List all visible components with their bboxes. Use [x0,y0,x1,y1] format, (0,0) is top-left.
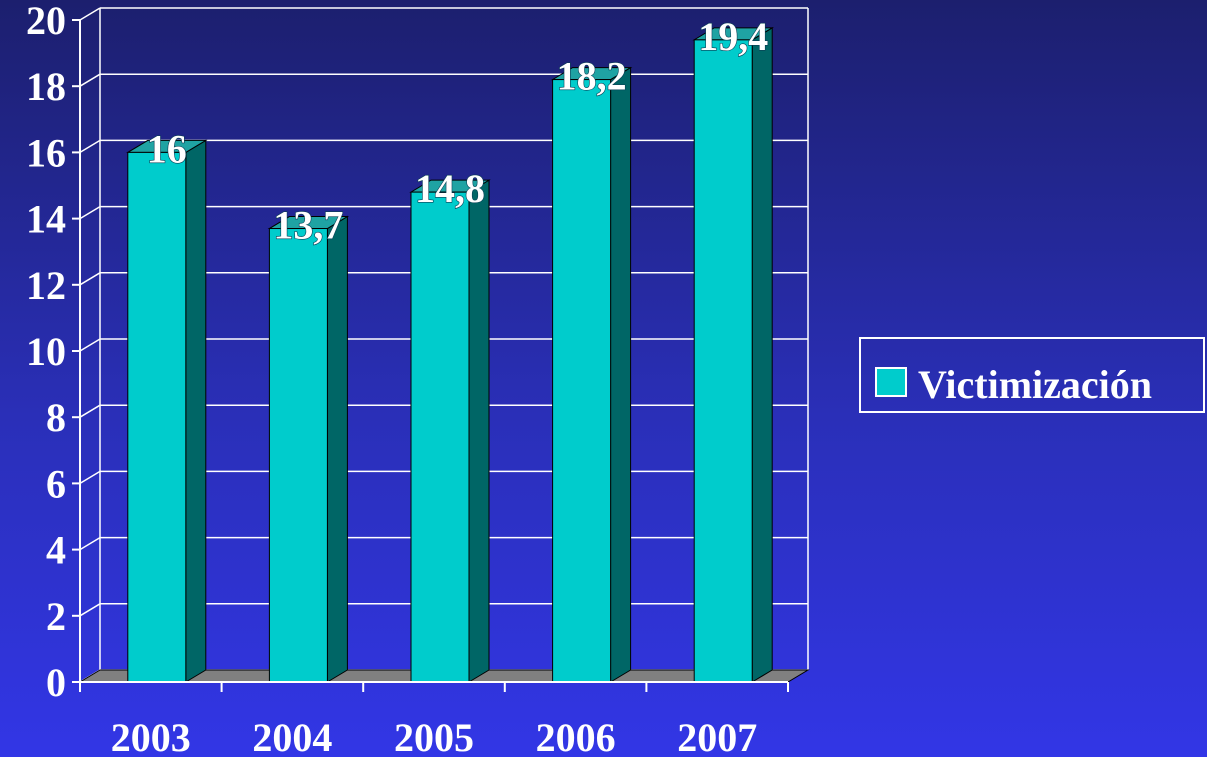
axis-layer: 0 2 4 6 8 10 12 14 16 18 20 2003 2004 2005 2006 2007 [26,0,789,757]
y-tick-label: 20 [26,0,66,43]
bar-side [610,66,632,683]
bar-side [185,139,207,683]
bar-side [326,215,348,683]
gridline-side [79,404,101,418]
legend: Victimización [859,337,1205,413]
bar [693,39,753,683]
y-tick-label: 16 [26,130,66,175]
gridline-side [79,470,101,485]
bar [127,151,187,683]
bar [268,228,328,683]
gridline-side [79,7,101,21]
y-tick-label: 6 [46,461,66,506]
gridline-side [79,272,101,286]
data-label: 16 [147,126,187,171]
gridline-side [79,73,101,87]
data-label: 19,4 [698,14,768,59]
bar-side [468,179,490,683]
y-tick-label: 2 [46,594,66,639]
y-tick-label: 12 [26,263,66,308]
gridline-side [79,139,101,154]
y-tick-label: 4 [46,528,66,573]
data-labels-layer: 16 13,7 14,8 18,2 19,4 [146,13,769,248]
legend-label: Victimización [918,362,1152,407]
gridline-side [79,205,101,220]
x-tick-label: 2003 [111,715,191,757]
bars-layer [125,26,775,683]
bar-side [751,26,773,683]
gridline-side [79,603,101,617]
data-label: 18,2 [557,54,627,99]
gridline-side [79,536,101,551]
data-label: 13,7 [273,203,343,248]
x-tick-label: 2004 [252,715,332,757]
y-tick-label: 10 [26,329,66,374]
legend-swatch [875,367,907,397]
y-tick-label: 0 [46,660,66,705]
y-tick-label: 18 [26,64,66,109]
y-tick-label: 14 [26,197,66,242]
x-tick-label: 2005 [394,715,474,757]
gridline-side [79,338,101,352]
bar [552,79,612,683]
bar [410,191,470,683]
data-label: 14,8 [415,166,485,211]
legend-box [859,337,1205,413]
y-tick-label: 8 [46,395,66,440]
x-tick-label: 2006 [536,715,616,757]
x-tick-label: 2007 [677,715,757,757]
